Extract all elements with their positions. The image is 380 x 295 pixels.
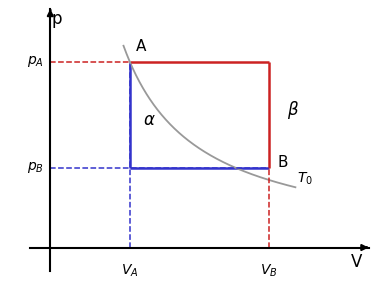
Text: $p_B$: $p_B$ (27, 160, 44, 176)
Text: A: A (136, 39, 146, 54)
Text: B: B (277, 155, 288, 170)
Text: $p_A$: $p_A$ (27, 54, 44, 69)
Text: p: p (51, 10, 62, 28)
Text: V: V (351, 253, 363, 271)
Text: $\beta$: $\beta$ (287, 99, 299, 121)
Text: $\alpha$: $\alpha$ (143, 111, 156, 129)
Text: $V_A$: $V_A$ (121, 262, 139, 278)
Text: $V_B$: $V_B$ (260, 262, 278, 278)
Text: $T_0$: $T_0$ (297, 171, 313, 187)
